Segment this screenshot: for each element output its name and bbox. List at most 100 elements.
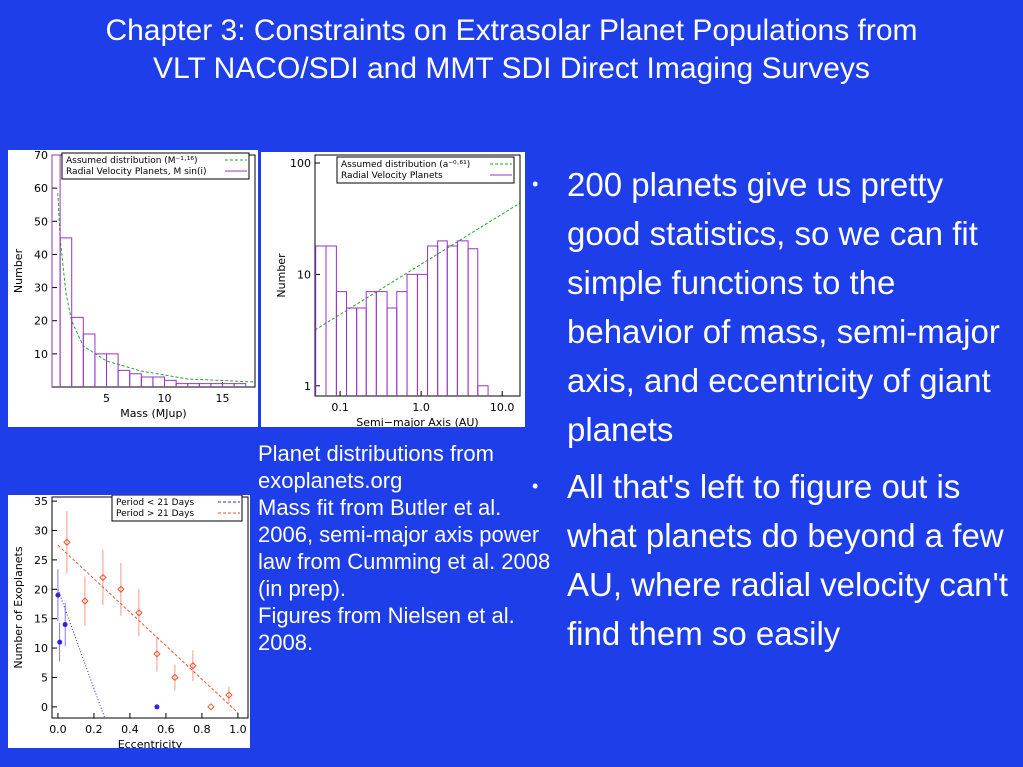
histogram-bin (325, 245, 337, 396)
histogram-bin (375, 291, 388, 396)
point (81, 597, 89, 605)
legend-box (61, 152, 250, 180)
point (225, 691, 233, 699)
x-axis-label: Semi−major Axis (AU) (356, 416, 478, 427)
y-tick-label: 1 (304, 380, 311, 393)
point (153, 650, 161, 658)
caption-line: Planet distributions from exoplanets.org (258, 441, 494, 493)
histogram-bin (117, 369, 131, 387)
y-tick-label: 35 (34, 495, 48, 508)
legend-label: Assumed distribution (a⁻⁰·⁶¹) (341, 160, 470, 170)
histogram-bin (164, 379, 177, 387)
histogram-bin (446, 245, 458, 396)
histogram-bin (51, 154, 61, 387)
histogram-bin (140, 376, 154, 387)
fit-line (57, 544, 239, 714)
title-line: VLT NACO/SDI and MMT SDI Direct Imaging … (153, 52, 870, 85)
y-axis-label: Number (12, 248, 25, 293)
histogram-bin (59, 237, 73, 387)
y-axis-label: Number (275, 253, 288, 298)
histogram-bin (335, 291, 348, 396)
legend-label: Period > 21 Days (116, 509, 194, 519)
histogram-bin (233, 383, 247, 387)
y-tick-label: 15 (34, 613, 48, 626)
title-line: Chapter 3: Constraints on Extrasolar Pla… (105, 14, 918, 47)
histogram-bin (356, 307, 367, 396)
y-tick-label: 30 (34, 525, 48, 538)
x-tick-label: 1.0 (229, 723, 247, 736)
y-tick-label: 10 (34, 348, 48, 361)
histogram-bin (416, 273, 429, 396)
y-tick-label: 60 (34, 182, 48, 195)
point (62, 622, 68, 628)
point (55, 592, 61, 598)
caption-line: Figures from Nielsen et al. 2008. (258, 603, 515, 655)
histogram-bin (456, 240, 469, 396)
mass-histogram: 5 10 15 10 20 30 40 50 60 70 Mass (MJup) Number Assu… (8, 150, 258, 427)
point (154, 704, 160, 710)
x-tick-label: 0.0 (49, 723, 67, 736)
point (63, 538, 71, 546)
plot-frame (51, 496, 249, 719)
histogram-bin (129, 373, 142, 387)
y-tick-label: 5 (41, 671, 48, 684)
fit-line (57, 589, 106, 719)
histogram-bin (396, 291, 408, 396)
histogram-bin (467, 248, 479, 396)
legend-label: Period < 21 Days (116, 498, 194, 508)
histogram-bin (406, 273, 418, 396)
y-tick-label: 70 (34, 150, 48, 162)
y-tick-label: 25 (34, 554, 48, 567)
y-tick-label: 30 (34, 282, 48, 295)
y-tick-label: 40 (34, 248, 48, 261)
y-axis-label: Number of Exoplanets (12, 546, 25, 668)
histogram-bin (427, 245, 439, 396)
x-tick-label: 0.4 (121, 723, 139, 736)
fit-line (314, 202, 521, 331)
bullet-list: 200 planets give us pretty good statisti… (530, 160, 1020, 666)
histogram-bin (152, 376, 166, 387)
y-tick-label: 20 (34, 583, 48, 596)
histogram-bin (106, 353, 119, 387)
histogram-bin (71, 316, 84, 387)
histogram-bin (94, 353, 108, 387)
x-tick-label: 0.8 (193, 723, 211, 736)
caption-line: Mass fit from Butler et al. 2006, semi-m… (258, 495, 551, 601)
x-tick-label: 10 (158, 392, 172, 405)
slide-title: Chapter 3: Constraints on Extrasolar Pla… (0, 12, 1023, 88)
y-tick-label: 10 (34, 642, 48, 655)
histogram-bin (365, 291, 377, 396)
caption: Planet distributions from exoplanets.org… (258, 440, 558, 656)
point (117, 585, 125, 593)
y-tick-label: 50 (34, 215, 48, 228)
x-tick-label: 0.6 (157, 723, 175, 736)
axis-histogram: 0.1 1.0 10.0 1 10 100 Semi−major Axis (AU) Numb… (261, 152, 525, 427)
x-tick-label: 10.0 (490, 401, 515, 414)
histogram-bin (386, 307, 398, 396)
x-tick-label: 5 (103, 392, 110, 405)
point (189, 661, 197, 670)
x-tick-label: 0.1 (331, 401, 349, 414)
bullet: All that's left to figure out is what pl… (530, 462, 1020, 658)
plot-frame (51, 154, 256, 388)
x-tick-label: 1.0 (412, 401, 430, 414)
legend-label: Assumed distribution (M⁻¹·¹⁶) (66, 156, 198, 166)
point (57, 639, 63, 645)
histogram-bin (82, 333, 96, 387)
legend-label: Radial Velocity Planets, M sin(i) (66, 167, 207, 177)
x-tick-label: 15 (216, 392, 230, 405)
histogram-bin (346, 307, 358, 396)
x-axis-label: Mass (MJup) (120, 407, 186, 420)
histogram-bin (437, 240, 448, 396)
y-tick-label: 100 (290, 157, 311, 170)
y-tick-label: 0 (41, 701, 48, 714)
legend-box (111, 495, 243, 522)
eccentricity-plot: 0.0 0.2 0.4 0.6 0.8 1.0 0 5 10 15 20 25 30 35 Eccentri… (8, 495, 250, 748)
histogram-bin (315, 245, 327, 396)
point (171, 673, 179, 682)
legend-box (336, 156, 515, 184)
point (99, 573, 107, 582)
x-axis-label: Eccentricity (118, 738, 183, 748)
y-tick-label: 10 (297, 268, 311, 281)
